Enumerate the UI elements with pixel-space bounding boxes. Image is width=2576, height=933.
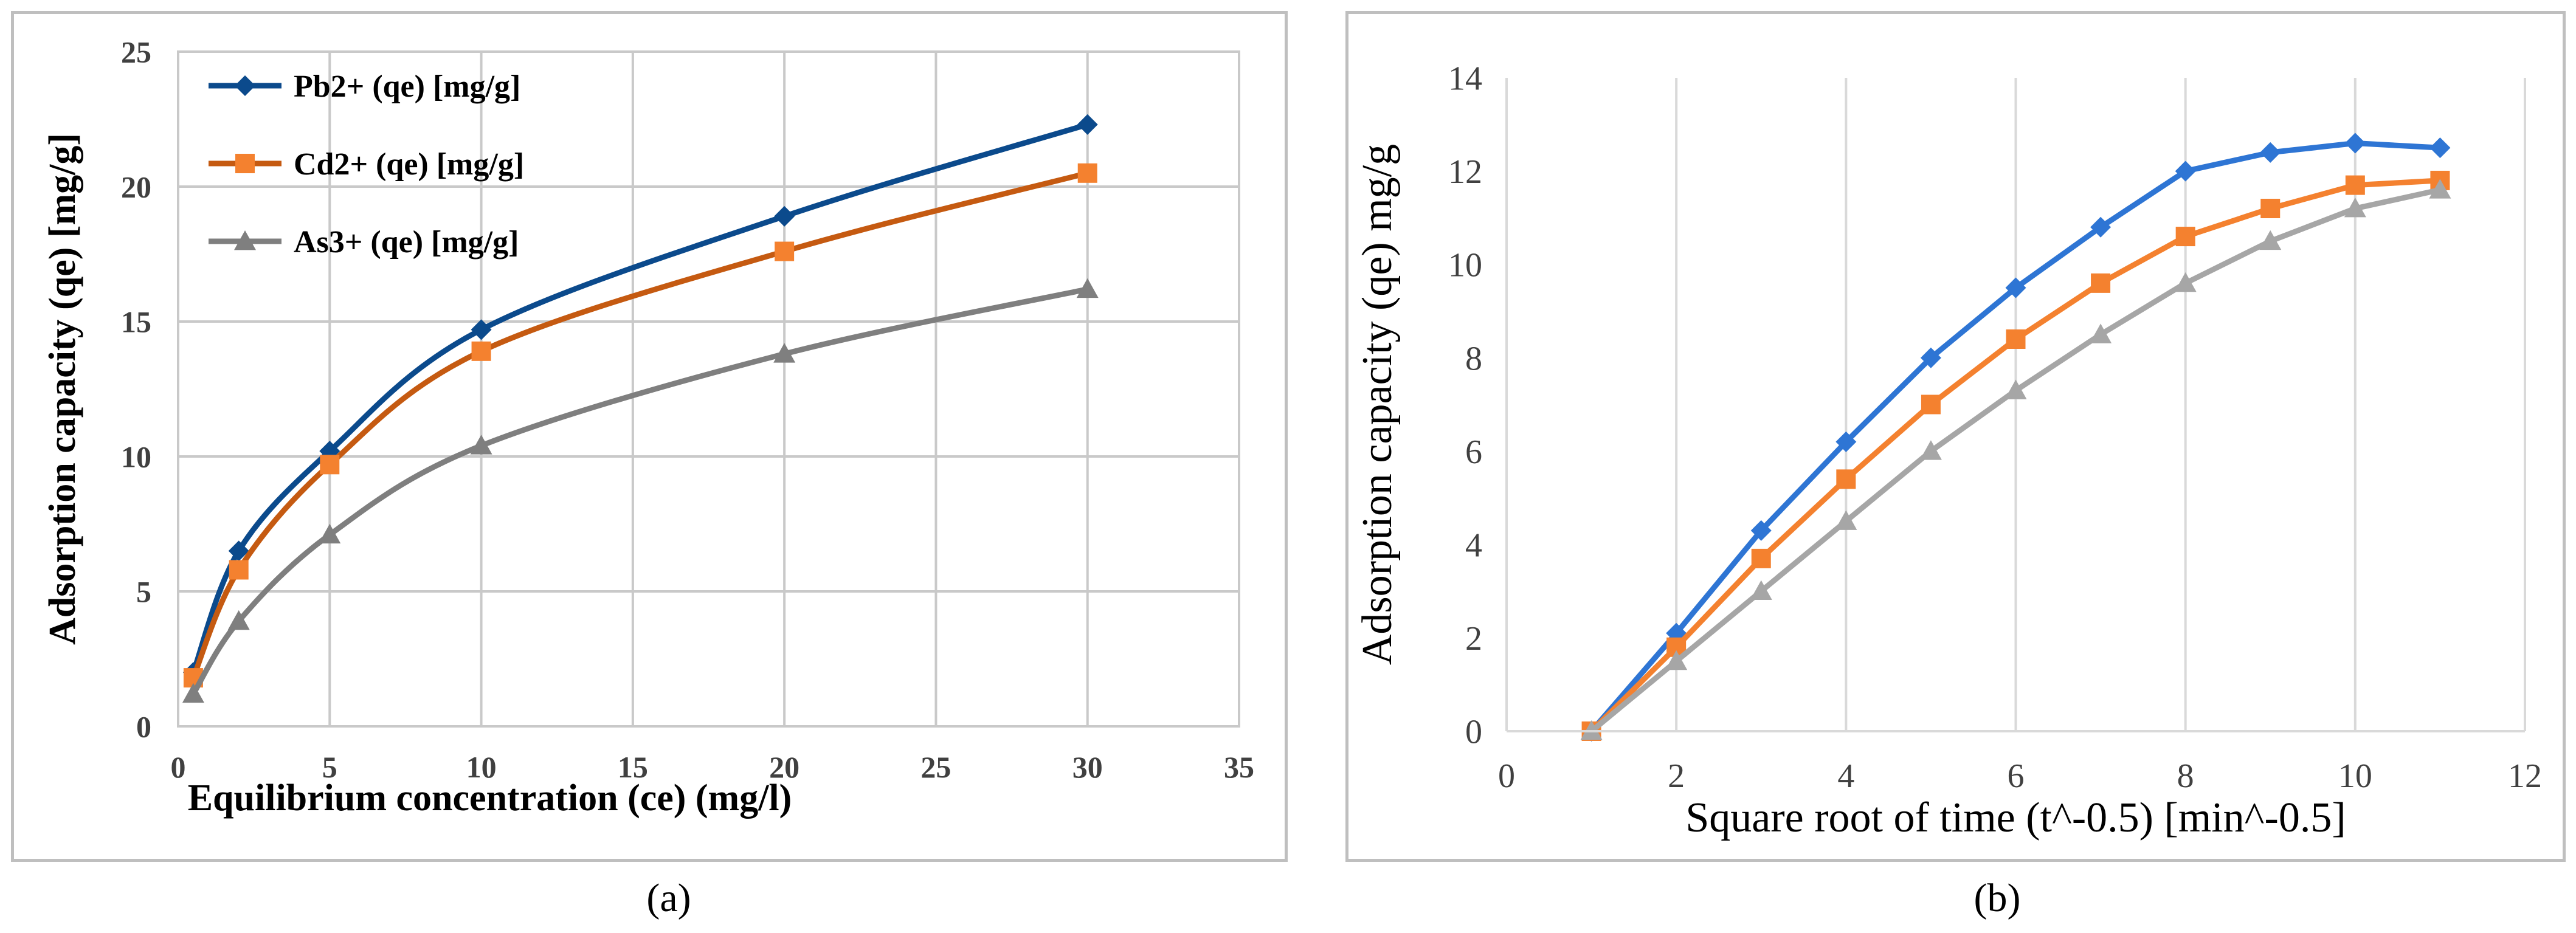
data-point-1-2-8 [2259,230,2282,250]
y-tick-label-1-3: 6 [1465,433,1482,471]
data-point-1-1-4 [1921,394,1941,415]
data-point-1-2-6 [2090,323,2112,343]
data-point-0-2-0 [182,683,204,703]
data-point-1-1-7 [2175,227,2195,247]
y-tick-label-1-0: 0 [1465,714,1482,751]
data-point-1-0-3 [1835,431,1857,452]
data-point-0-2-2 [319,523,341,544]
chart-a: 0 5 10 15 20 25 30 35 0 5 10 15 20 25 Equilibrium conc… [42,35,1254,819]
y-axis-title-1: Adsorption capacity (qe) mg/g [1354,144,1401,665]
x-tick-label-1-6: 12 [2508,757,2542,795]
y-tick-label-0-4: 20 [121,170,151,204]
data-point-0-2-4 [773,343,796,363]
x-tick-label-0-2: 10 [466,750,497,784]
x-tick-label-0-4: 20 [769,750,799,784]
data-point-0-1-1 [229,560,249,580]
x-tick-label-0-7: 35 [1224,750,1254,784]
chart-a-frame: 0 5 10 15 20 25 30 35 0 5 10 15 20 25 Equilibrium conc… [11,11,1288,862]
data-point-1-0-4 [1920,347,1941,368]
x-tick-label-1-5: 10 [2338,757,2372,795]
data-point-1-2-1 [1665,650,1688,670]
data-point-1-2-9 [2344,198,2366,218]
data-point-1-2-3 [1835,510,1857,530]
plot-area-0 [177,50,1240,728]
chart-b-frame: 0 2 4 6 8 10 12 0 2 4 6 8 10 12 14 Square root of time … [1345,11,2566,862]
data-point-1-1-8 [2260,199,2281,218]
x-tick-label-1-0: 0 [1498,757,1515,795]
x-tick-label-0-0: 0 [171,750,186,784]
data-point-1-2-10 [2429,179,2451,199]
legend-label-1: Cd2+ (qe) [mg/g] [294,147,524,182]
x-tick-label-0-6: 30 [1072,750,1103,784]
y-tick-label-1-7: 14 [1448,60,1482,98]
y-tick-label-0-1: 5 [136,575,151,609]
caption-a: (a) [646,876,691,920]
data-point-1-0-9 [2344,133,2366,154]
y-tick-label-1-4: 8 [1465,340,1482,377]
y-tick-label-0-0: 0 [136,710,151,744]
y-tick-label-1-6: 12 [1448,153,1482,191]
y-tick-label-0-3: 15 [121,305,151,339]
legend-marker-0 [235,75,255,96]
x-tick-label-0-3: 15 [618,750,648,784]
data-point-1-1-6 [2091,273,2111,293]
y-tick-label-1-2: 4 [1465,526,1482,564]
data-point-1-2-2 [1750,580,1772,601]
legend-marker-1 [235,154,255,173]
caption-b: (b) [1973,876,2021,920]
y-axis-title-0: Adsorption capacity (qe) [mg/g] [42,133,83,645]
chart-b: 0 2 4 6 8 10 12 0 2 4 6 8 10 12 14 Square root of time … [1354,60,2542,841]
data-point-0-1-3 [471,341,491,361]
data-point-0-1-5 [1077,163,1097,183]
x-tick-label-0-5: 25 [920,750,951,784]
x-tick-label-1-3: 6 [2008,757,2025,795]
data-point-1-1-9 [2345,175,2365,195]
data-point-1-1-3 [1836,469,1856,489]
x-axis-title-0: Equilibrium concentration (ce) (mg/l) [188,777,792,819]
y-tick-label-0-5: 25 [121,35,151,69]
legend-label-2: As3+ (qe) [mg/g] [294,225,519,260]
data-point-0-2-1 [227,610,250,630]
data-point-1-0-2 [1750,520,1772,541]
data-point-0-1-2 [320,455,340,475]
data-point-1-0-7 [2175,160,2196,182]
data-point-0-1-4 [775,241,795,261]
series-line-0-2 [191,286,1088,696]
x-tick-label-1-1: 2 [1668,757,1685,795]
y-tick-label-1-5: 10 [1448,247,1482,284]
data-point-0-0-5 [1077,114,1098,135]
y-tick-label-0-2: 10 [121,440,151,474]
legend-label-0: Pb2+ (qe) [mg/g] [294,69,520,104]
data-point-0-0-1 [228,540,249,562]
y-tick-label-1-1: 2 [1465,620,1482,658]
data-point-0-2-5 [1076,278,1099,298]
x-tick-label-1-2: 4 [1837,757,1854,795]
data-point-1-1-5 [2006,329,2026,349]
data-point-1-0-8 [2260,142,2281,163]
data-point-1-2-7 [2174,272,2197,292]
data-point-1-1-2 [1751,548,1771,568]
legend-marker-2 [234,230,256,250]
data-point-0-0-3 [471,319,492,340]
data-point-1-2-4 [1919,440,1942,460]
data-point-1-0-5 [2005,277,2026,298]
data-point-1-0-6 [2090,216,2112,238]
data-point-0-2-3 [470,435,492,455]
x-tick-label-1-4: 8 [2177,757,2194,795]
x-tick-label-0-1: 5 [322,750,337,784]
data-point-1-2-5 [2005,379,2027,399]
x-axis-title-1: Square root of time (t^-0.5) [min^-0.5] [1685,794,2346,841]
data-point-0-0-4 [774,205,795,227]
data-point-1-0-10 [2429,137,2451,159]
